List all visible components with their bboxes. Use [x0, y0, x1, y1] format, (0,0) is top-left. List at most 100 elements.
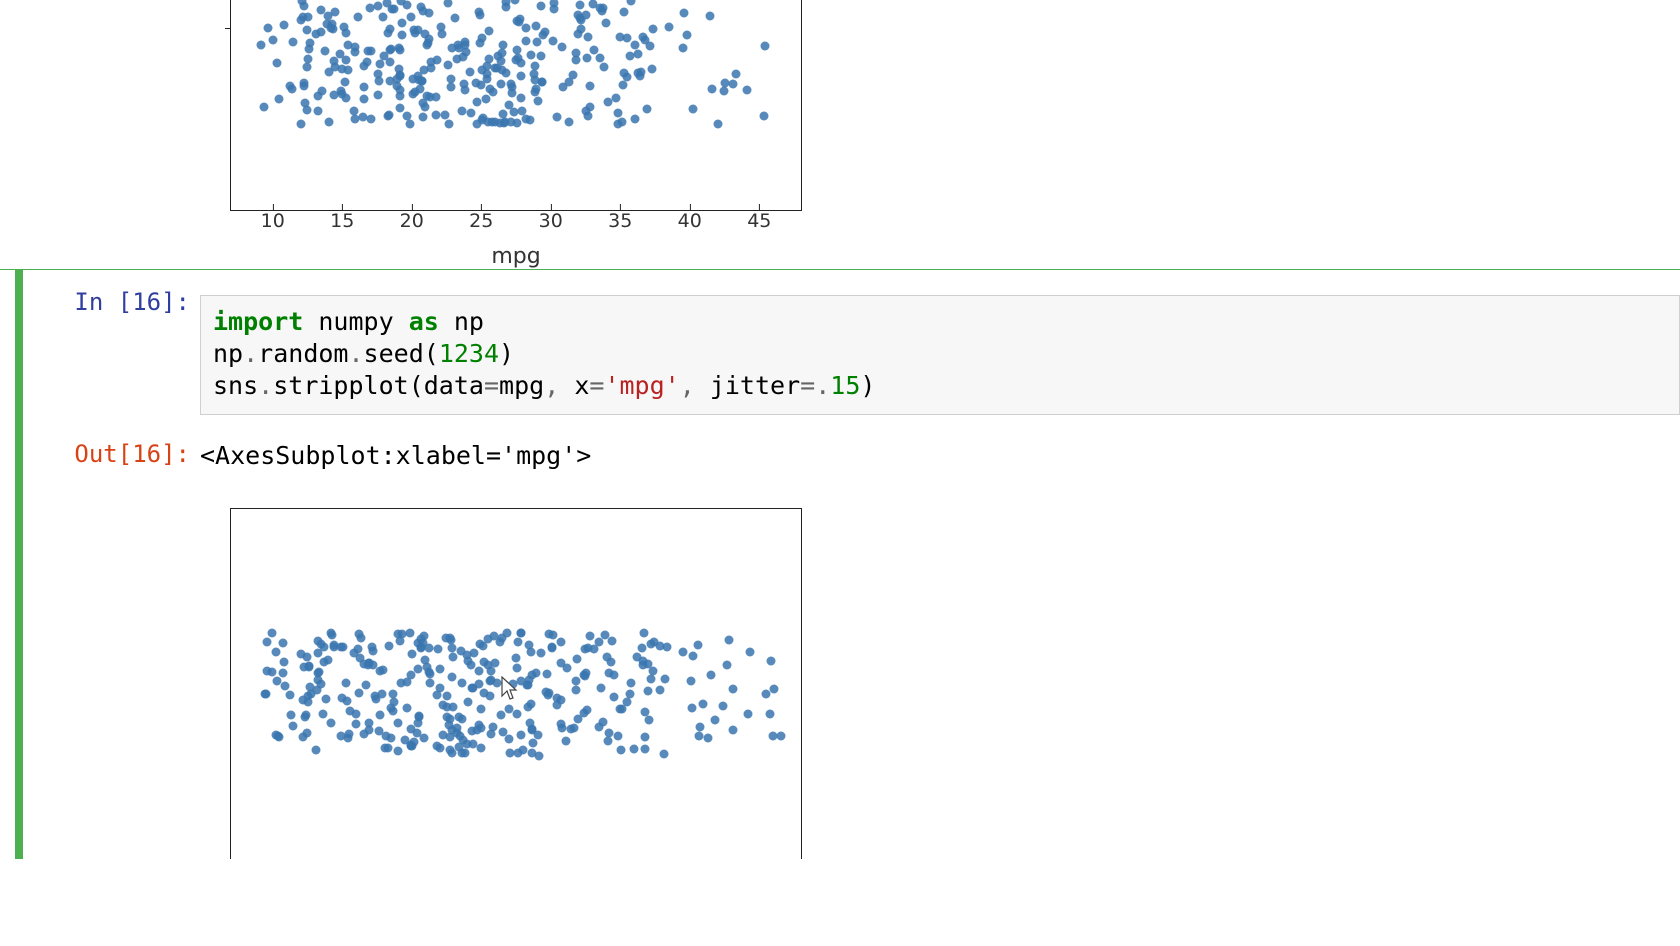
data-point [573, 714, 582, 723]
data-point [498, 727, 507, 736]
data-point [511, 0, 520, 5]
data-point [436, 664, 445, 673]
data-point [421, 656, 430, 665]
data-point [302, 62, 311, 71]
data-point [600, 630, 609, 639]
data-point [640, 36, 649, 45]
data-point [556, 695, 565, 704]
data-point [585, 81, 594, 90]
data-point [571, 685, 580, 694]
data-point [577, 25, 586, 34]
data-point [604, 97, 613, 106]
data-point [433, 645, 442, 654]
data-point [272, 677, 281, 686]
data-point [527, 724, 536, 733]
data-point [504, 101, 513, 110]
data-point [536, 52, 545, 61]
data-point [661, 675, 670, 684]
data-point [409, 74, 418, 83]
data-point [476, 11, 485, 20]
data-point [402, 703, 411, 712]
data-point [743, 710, 752, 719]
data-point [345, 707, 354, 716]
data-point [619, 81, 628, 90]
data-point [467, 109, 476, 118]
data-point [367, 114, 376, 123]
data-point [443, 0, 452, 8]
data-point [469, 649, 478, 658]
data-point [455, 712, 464, 721]
x-tick: 25 [469, 210, 493, 232]
code-input[interactable]: import numpy as np np.random.seed(1234) … [200, 295, 1680, 415]
x-tick: 15 [330, 210, 354, 232]
output-figure [230, 508, 1680, 859]
data-point [298, 696, 307, 705]
data-point [595, 53, 604, 62]
data-point [269, 36, 278, 45]
data-point [688, 652, 697, 661]
data-point [342, 94, 351, 103]
data-point [660, 750, 669, 759]
data-point [548, 644, 557, 653]
data-point [527, 51, 536, 60]
data-point [632, 653, 641, 662]
data-point [482, 61, 491, 70]
data-point [606, 658, 615, 667]
data-point [548, 630, 557, 639]
data-point [565, 117, 574, 126]
data-point [512, 56, 521, 65]
data-point [507, 79, 516, 88]
data-point [695, 732, 704, 741]
data-point [548, 36, 557, 45]
data-point [378, 690, 387, 699]
data-point [279, 658, 288, 667]
data-point [320, 658, 329, 667]
data-point [272, 648, 281, 657]
data-point [711, 716, 720, 725]
data-point [545, 688, 554, 697]
data-point [589, 0, 598, 9]
data-point [639, 628, 648, 637]
data-point [497, 48, 506, 57]
data-point [375, 59, 384, 68]
data-point [325, 68, 334, 77]
data-point [444, 60, 453, 69]
x-axis-ticks: 1015202530354045 [231, 210, 801, 238]
data-point [477, 34, 486, 43]
data-point [630, 115, 639, 124]
data-point [745, 648, 754, 657]
data-point [405, 628, 414, 637]
data-point [272, 58, 281, 67]
data-point [360, 730, 369, 739]
data-point [447, 83, 456, 92]
data-point [569, 724, 578, 733]
data-point [585, 631, 594, 640]
output-row: Out[16]: <AxesSubplot:xlabel='mpg'> [0, 440, 1680, 480]
output-axes [230, 508, 802, 859]
data-point [350, 648, 359, 657]
data-point [706, 12, 715, 21]
data-point [612, 94, 621, 103]
data-point [325, 118, 334, 127]
data-point [375, 666, 384, 675]
data-point [517, 93, 526, 102]
data-point [321, 694, 330, 703]
input-prompt: In [16]: [0, 288, 200, 316]
data-point [458, 107, 467, 116]
data-point [693, 640, 702, 649]
data-point [742, 86, 751, 95]
data-point [303, 25, 312, 34]
data-point [389, 706, 398, 715]
data-point [724, 635, 733, 644]
data-point [556, 638, 565, 647]
data-point [460, 80, 469, 89]
data-point [521, 37, 530, 46]
data-point [448, 644, 457, 653]
data-point [350, 47, 359, 56]
data-point [407, 742, 416, 751]
data-point [473, 97, 482, 106]
data-point [263, 638, 272, 647]
data-point [445, 634, 454, 643]
data-point [732, 70, 741, 79]
data-point [383, 112, 392, 121]
